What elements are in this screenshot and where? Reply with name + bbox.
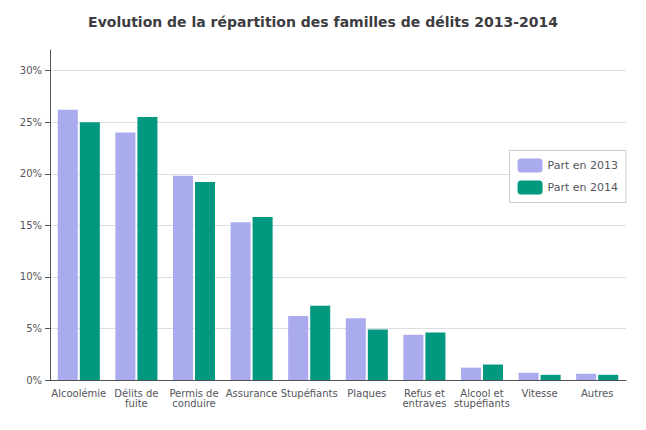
svg-text:Vitesse: Vitesse [522, 388, 558, 399]
svg-text:Alcoolémie: Alcoolémie [51, 388, 106, 399]
svg-text:Assurance: Assurance [226, 388, 278, 399]
svg-text:25%: 25% [20, 117, 42, 128]
svg-text:Plaques: Plaques [347, 388, 386, 399]
svg-text:Stupéfiants: Stupéfiants [281, 388, 338, 399]
svg-text:conduire: conduire [172, 398, 215, 409]
svg-text:fuite: fuite [125, 398, 148, 409]
svg-text:Autres: Autres [581, 388, 613, 399]
svg-text:Evolution de la répartition de: Evolution de la répartition des familles… [88, 14, 558, 30]
svg-text:Part en 2013: Part en 2013 [548, 159, 618, 172]
svg-text:stupéfiants: stupéfiants [454, 398, 510, 409]
svg-text:Refus et: Refus et [403, 387, 445, 399]
svg-text:Alcool et: Alcool et [460, 387, 504, 399]
svg-text:entraves: entraves [402, 398, 446, 409]
svg-text:30%: 30% [20, 65, 42, 76]
svg-text:20%: 20% [20, 168, 42, 179]
svg-text:15%: 15% [20, 220, 42, 231]
svg-text:0%: 0% [26, 375, 42, 386]
svg-text:5%: 5% [26, 323, 42, 334]
svg-text:Permis de: Permis de [169, 387, 219, 399]
svg-text:10%: 10% [20, 271, 42, 282]
svg-text:Délits de: Délits de [114, 387, 159, 399]
svg-text:Part en 2014: Part en 2014 [548, 181, 618, 194]
